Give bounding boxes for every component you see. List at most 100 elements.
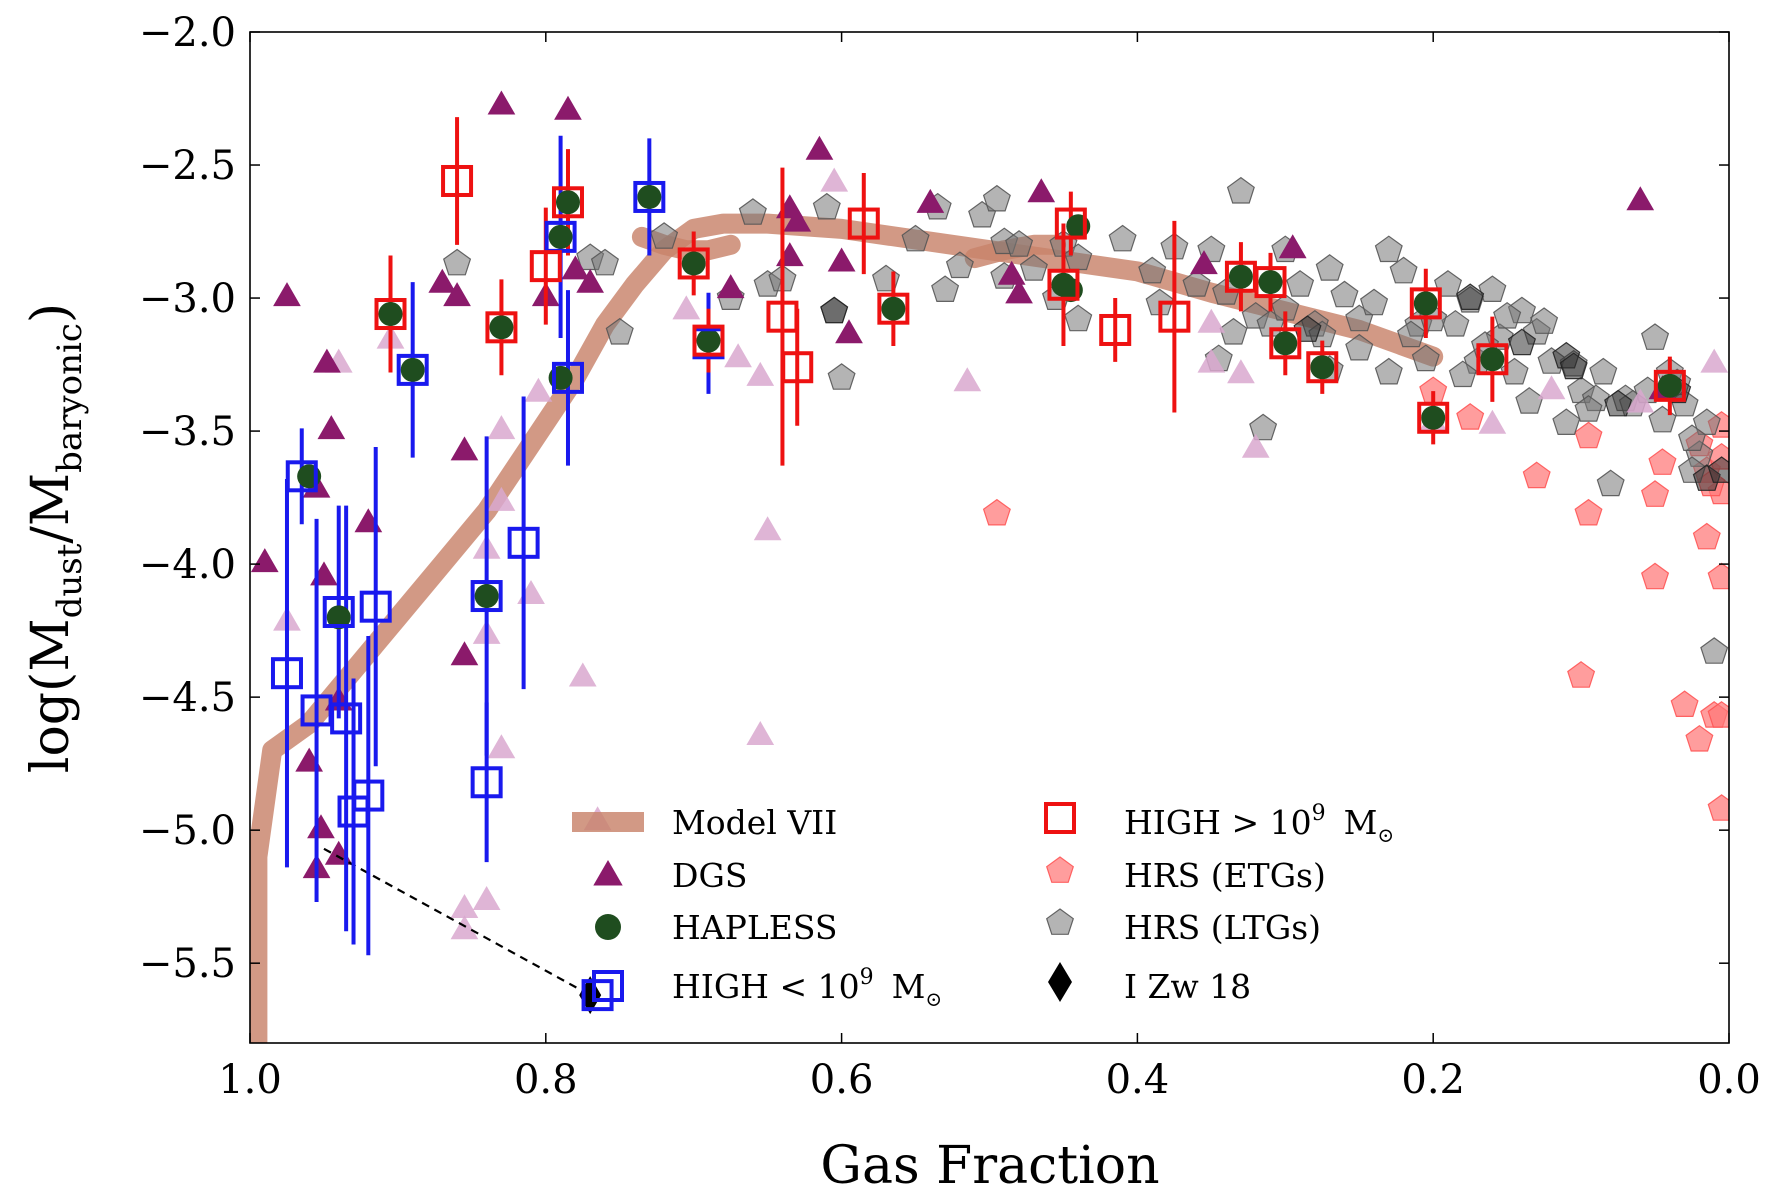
high-high-point	[677, 247, 710, 280]
dgs-faint-point	[746, 721, 775, 745]
dgs-point	[835, 319, 863, 344]
hrs-ltg-point	[982, 184, 1011, 212]
high-high-point	[485, 311, 518, 344]
high-low-point	[330, 702, 363, 735]
high-low-point	[396, 353, 429, 386]
dgs-point	[307, 814, 335, 839]
dgs-point	[443, 282, 471, 307]
hrs-ltg-point	[1315, 254, 1344, 281]
x-tick-label: 1.0	[218, 1057, 282, 1103]
hrs-etg-point	[1692, 522, 1721, 550]
high-low-point	[359, 590, 392, 623]
hrs-ltg-point	[1478, 275, 1507, 302]
hrs-ltg-point	[605, 317, 634, 345]
high-low-point	[352, 779, 385, 812]
legend-label-model: Model VII	[672, 803, 837, 842]
dgs-faint-point	[672, 295, 701, 320]
dgs-faint-point	[1700, 348, 1729, 373]
dgs-faint-point	[568, 662, 597, 687]
hrs-ltg-point	[1589, 357, 1618, 385]
hapless-point	[637, 184, 662, 209]
hrs-etg-point	[1670, 690, 1699, 718]
hrs-ltg-point	[442, 248, 472, 276]
hapless-point	[696, 328, 721, 353]
high-high-point	[551, 186, 584, 219]
hrs-ltg-point	[1411, 344, 1440, 372]
dgs-faint-point	[1227, 359, 1255, 384]
hapless-point	[555, 190, 580, 215]
legend-label-hrs_ltg: HRS (LTGs)	[1124, 908, 1321, 947]
hrs-etg-point	[1522, 461, 1551, 489]
hrs-ltg-point	[1249, 413, 1278, 441]
dgs-faint-point	[472, 886, 501, 910]
high-high-point	[1099, 313, 1132, 346]
hrs-etg-point	[1707, 794, 1729, 821]
legend-swatch-izw18	[1048, 962, 1072, 1002]
dgs-point	[1626, 186, 1655, 211]
dgs-faint-point	[450, 894, 479, 918]
hrs-ltg-point	[1064, 304, 1093, 332]
legend-swatch-dgs	[593, 860, 623, 886]
high-high-point	[1269, 327, 1302, 360]
dgs-point	[428, 268, 457, 293]
hapless-point	[1421, 405, 1446, 430]
legend-swatch-model	[572, 812, 644, 832]
high-low-point	[633, 180, 666, 213]
hrs-ltg-point	[1108, 224, 1137, 252]
plot-frame	[249, 31, 1730, 1044]
hrs-ltg-point	[827, 363, 856, 390]
hrs-ltg-point	[590, 248, 620, 276]
x-tick-label: 0.6	[810, 1057, 874, 1103]
high-low-point	[551, 361, 584, 394]
hapless-point	[474, 584, 499, 609]
hrs-ltg-point	[1345, 333, 1374, 361]
hrs-etg-point	[1648, 448, 1677, 475]
high-high-point	[1306, 351, 1339, 384]
hrs-ltg-point	[901, 224, 930, 252]
dgs-point	[554, 95, 582, 120]
hapless-point	[1228, 264, 1253, 289]
hrs-ltg-point	[1640, 323, 1670, 350]
hrs-ltg-point	[1374, 357, 1403, 385]
high-high-point	[374, 298, 407, 331]
legend-label-high_high: HIGH > 109 M⊙	[1124, 801, 1394, 847]
legend-item-hapless: HAPLESS	[595, 908, 837, 947]
hrs-ltg-point	[1692, 408, 1721, 435]
hrs-ltg-point	[738, 198, 767, 225]
dgs-point	[827, 247, 856, 272]
y-tick-label: −5.0	[139, 808, 236, 854]
dgs-point	[1278, 234, 1307, 259]
dgs-point	[576, 268, 604, 293]
dgs-faint-point	[487, 415, 516, 440]
dgs-faint-point	[487, 734, 516, 759]
hrs-ltg-point	[1700, 637, 1729, 664]
hrs-ltg-point	[1707, 456, 1729, 483]
high-high-point	[692, 324, 725, 357]
high-high-point	[1054, 207, 1087, 240]
hapless-point	[1310, 355, 1335, 380]
high-high-point	[766, 300, 799, 333]
hrs-etg-point	[1640, 480, 1670, 507]
hapless-point	[681, 251, 706, 276]
x-tick-label: 0.8	[514, 1057, 578, 1103]
hapless-point	[1657, 373, 1682, 398]
legend-item-model: Model VII	[572, 803, 837, 842]
hapless-point	[1273, 331, 1298, 356]
high-low-mass-series	[270, 180, 725, 1012]
hrs-ltg-point	[1182, 270, 1211, 297]
x-tick-label: 0.2	[1401, 1057, 1465, 1103]
dgs-faint-point	[1478, 409, 1507, 434]
hrs-ltg-point	[1677, 424, 1707, 451]
hapless-point	[489, 315, 514, 340]
high-low-point	[270, 657, 303, 690]
hrs-etg-point	[1685, 724, 1714, 752]
high-high-point	[1417, 401, 1450, 434]
dgs-faint-point	[753, 516, 782, 541]
legend-label-hrs_etg: HRS (ETGs)	[1124, 856, 1326, 895]
hrs-etg-point	[1640, 562, 1670, 590]
hrs-ltg-point	[1005, 230, 1034, 257]
dgs-faint-point	[1197, 348, 1226, 373]
y-tick-label: −3.0	[139, 276, 236, 322]
hrs-ltg-point	[1507, 328, 1537, 356]
